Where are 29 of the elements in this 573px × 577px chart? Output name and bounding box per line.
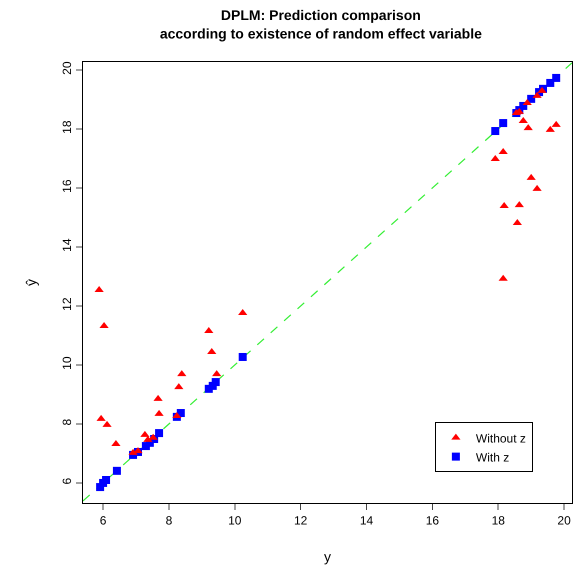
x-tick-label: 16 bbox=[426, 513, 440, 528]
x-tick-label: 8 bbox=[166, 513, 173, 528]
chart-title: DPLM: Prediction comparison according to existence of random effect variable bbox=[160, 7, 482, 42]
point bbox=[112, 466, 121, 475]
x-tick-label: 12 bbox=[294, 513, 308, 528]
legend-label: Without z bbox=[476, 431, 526, 446]
y-tick-label: 8 bbox=[60, 418, 74, 426]
x-tick-label: 6 bbox=[100, 513, 107, 528]
point bbox=[155, 429, 164, 438]
point bbox=[552, 74, 560, 82]
y-tick-label: 6 bbox=[60, 477, 74, 484]
y-tick-label: 14 bbox=[60, 238, 74, 252]
x-tick-label: 10 bbox=[228, 513, 242, 528]
point bbox=[102, 476, 110, 484]
x-tick-label: 20 bbox=[557, 513, 572, 528]
x-tick-label: 14 bbox=[360, 513, 374, 528]
point bbox=[499, 119, 508, 128]
point bbox=[238, 352, 247, 361]
y-tick-label: 18 bbox=[60, 120, 74, 134]
point bbox=[212, 378, 220, 386]
y-tick-label: 12 bbox=[60, 297, 74, 311]
x-tick-label: 18 bbox=[492, 513, 506, 528]
y-tick-label: 10 bbox=[60, 356, 74, 370]
y-tick-label: 20 bbox=[60, 61, 74, 75]
y-tick-label: 16 bbox=[60, 179, 74, 193]
point bbox=[491, 127, 500, 136]
legend-label: With z bbox=[476, 450, 510, 464]
x-axis-title: y bbox=[324, 548, 331, 565]
y-axis-title: ŷ bbox=[22, 279, 39, 286]
